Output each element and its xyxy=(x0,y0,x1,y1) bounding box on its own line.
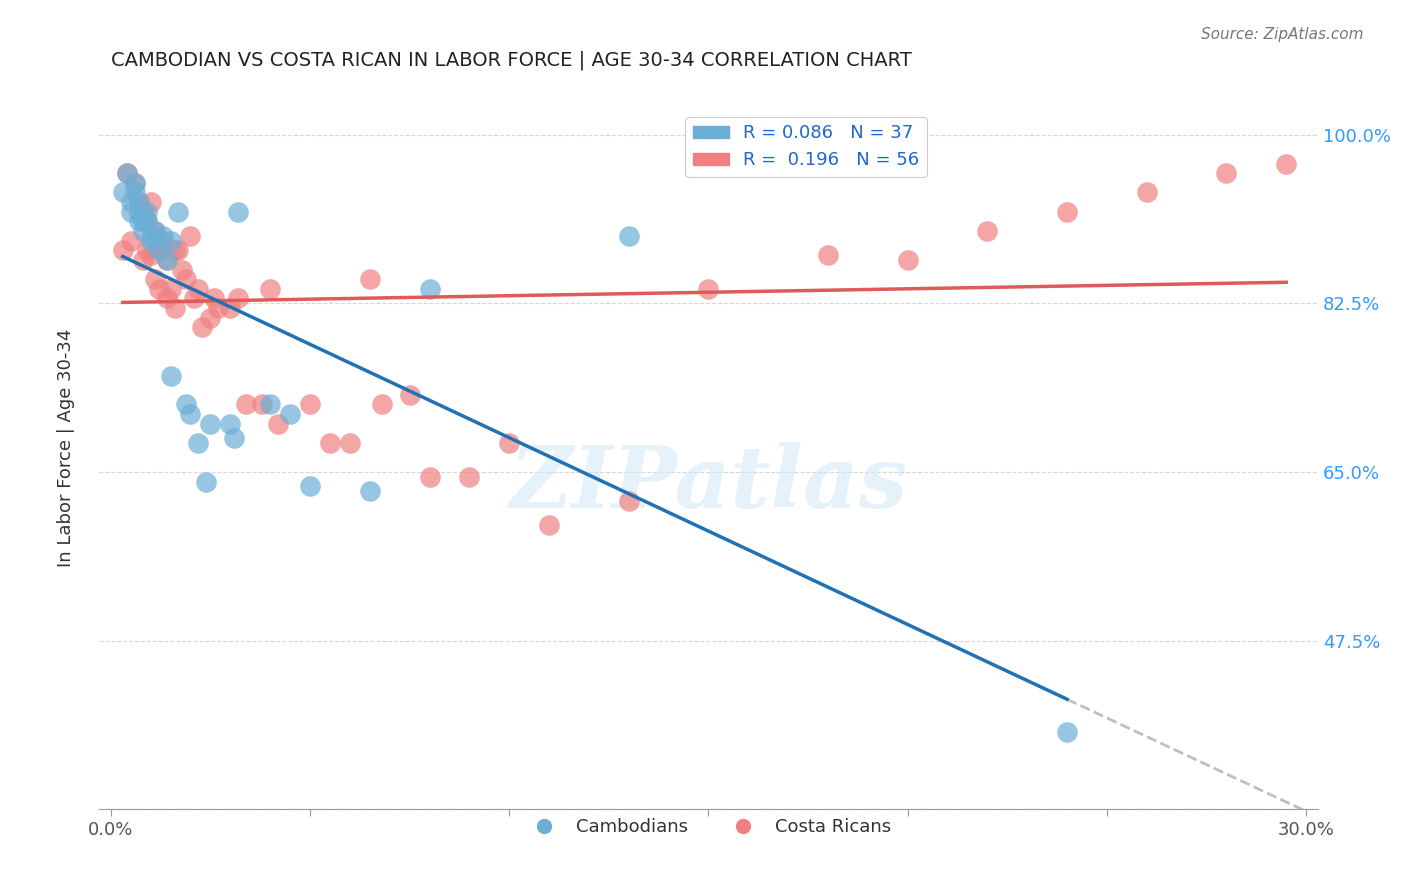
Point xyxy=(139,248,162,262)
Point xyxy=(148,244,170,258)
Point xyxy=(139,228,162,243)
Point xyxy=(163,301,186,315)
Point xyxy=(135,204,157,219)
Point xyxy=(1275,156,1298,170)
Point xyxy=(131,204,153,219)
Point xyxy=(172,262,194,277)
Point xyxy=(298,479,321,493)
Point xyxy=(176,272,198,286)
Point xyxy=(418,282,440,296)
Point xyxy=(359,272,381,286)
Point xyxy=(976,224,998,238)
Y-axis label: In Labor Force | Age 30-34: In Labor Force | Age 30-34 xyxy=(58,328,75,567)
Point xyxy=(155,252,177,267)
Point xyxy=(128,204,150,219)
Point xyxy=(617,493,640,508)
Point xyxy=(179,407,201,421)
Point xyxy=(897,252,920,267)
Point xyxy=(267,417,290,431)
Point xyxy=(120,234,142,248)
Point xyxy=(202,292,225,306)
Point xyxy=(167,244,190,258)
Point xyxy=(200,417,222,431)
Point xyxy=(187,436,209,450)
Point xyxy=(226,204,249,219)
Point xyxy=(131,252,153,267)
Point xyxy=(235,397,257,411)
Point xyxy=(128,195,150,210)
Point xyxy=(120,195,142,210)
Point xyxy=(159,234,181,248)
Point xyxy=(159,368,181,383)
Point xyxy=(131,214,153,228)
Point xyxy=(259,282,281,296)
Point xyxy=(128,195,150,210)
Point xyxy=(128,214,150,228)
Point xyxy=(418,469,440,483)
Text: CAMBODIAN VS COSTA RICAN IN LABOR FORCE | AGE 30-34 CORRELATION CHART: CAMBODIAN VS COSTA RICAN IN LABOR FORCE … xyxy=(111,51,911,70)
Point xyxy=(398,388,420,402)
Point xyxy=(176,397,198,411)
Point xyxy=(135,214,157,228)
Point xyxy=(152,228,174,243)
Point xyxy=(498,436,520,450)
Point xyxy=(359,484,381,499)
Point xyxy=(298,397,321,411)
Point xyxy=(259,397,281,411)
Point xyxy=(250,397,273,411)
Point xyxy=(155,252,177,267)
Point xyxy=(148,282,170,296)
Point xyxy=(143,272,166,286)
Point xyxy=(115,166,138,180)
Point xyxy=(139,195,162,210)
Point xyxy=(191,320,214,334)
Point xyxy=(1056,725,1078,739)
Point xyxy=(155,292,177,306)
Point xyxy=(224,431,246,445)
Point xyxy=(370,397,392,411)
Point xyxy=(152,234,174,248)
Point xyxy=(111,244,134,258)
Point xyxy=(200,310,222,325)
Point xyxy=(219,301,242,315)
Point xyxy=(179,228,201,243)
Text: ZIPatlas: ZIPatlas xyxy=(509,442,907,525)
Point xyxy=(1215,166,1237,180)
Point xyxy=(135,244,157,258)
Point xyxy=(111,186,134,200)
Point xyxy=(219,417,242,431)
Point xyxy=(617,228,640,243)
Point xyxy=(697,282,720,296)
Point xyxy=(143,224,166,238)
Point xyxy=(1056,204,1078,219)
Legend: Cambodians, Costa Ricans: Cambodians, Costa Ricans xyxy=(519,811,898,844)
Point xyxy=(124,176,146,190)
Point xyxy=(139,234,162,248)
Point xyxy=(163,244,186,258)
Point xyxy=(278,407,301,421)
Point xyxy=(124,186,146,200)
Point xyxy=(135,214,157,228)
Text: Source: ZipAtlas.com: Source: ZipAtlas.com xyxy=(1201,27,1364,42)
Point xyxy=(538,517,561,532)
Point xyxy=(115,166,138,180)
Point xyxy=(1136,186,1159,200)
Point xyxy=(226,292,249,306)
Point xyxy=(120,204,142,219)
Point xyxy=(458,469,481,483)
Point xyxy=(195,475,218,489)
Point xyxy=(159,282,181,296)
Point xyxy=(131,224,153,238)
Point xyxy=(167,204,190,219)
Point xyxy=(339,436,361,450)
Point xyxy=(124,176,146,190)
Point xyxy=(817,248,839,262)
Point xyxy=(183,292,205,306)
Point xyxy=(319,436,342,450)
Point xyxy=(187,282,209,296)
Point xyxy=(207,301,229,315)
Point xyxy=(143,224,166,238)
Point xyxy=(148,244,170,258)
